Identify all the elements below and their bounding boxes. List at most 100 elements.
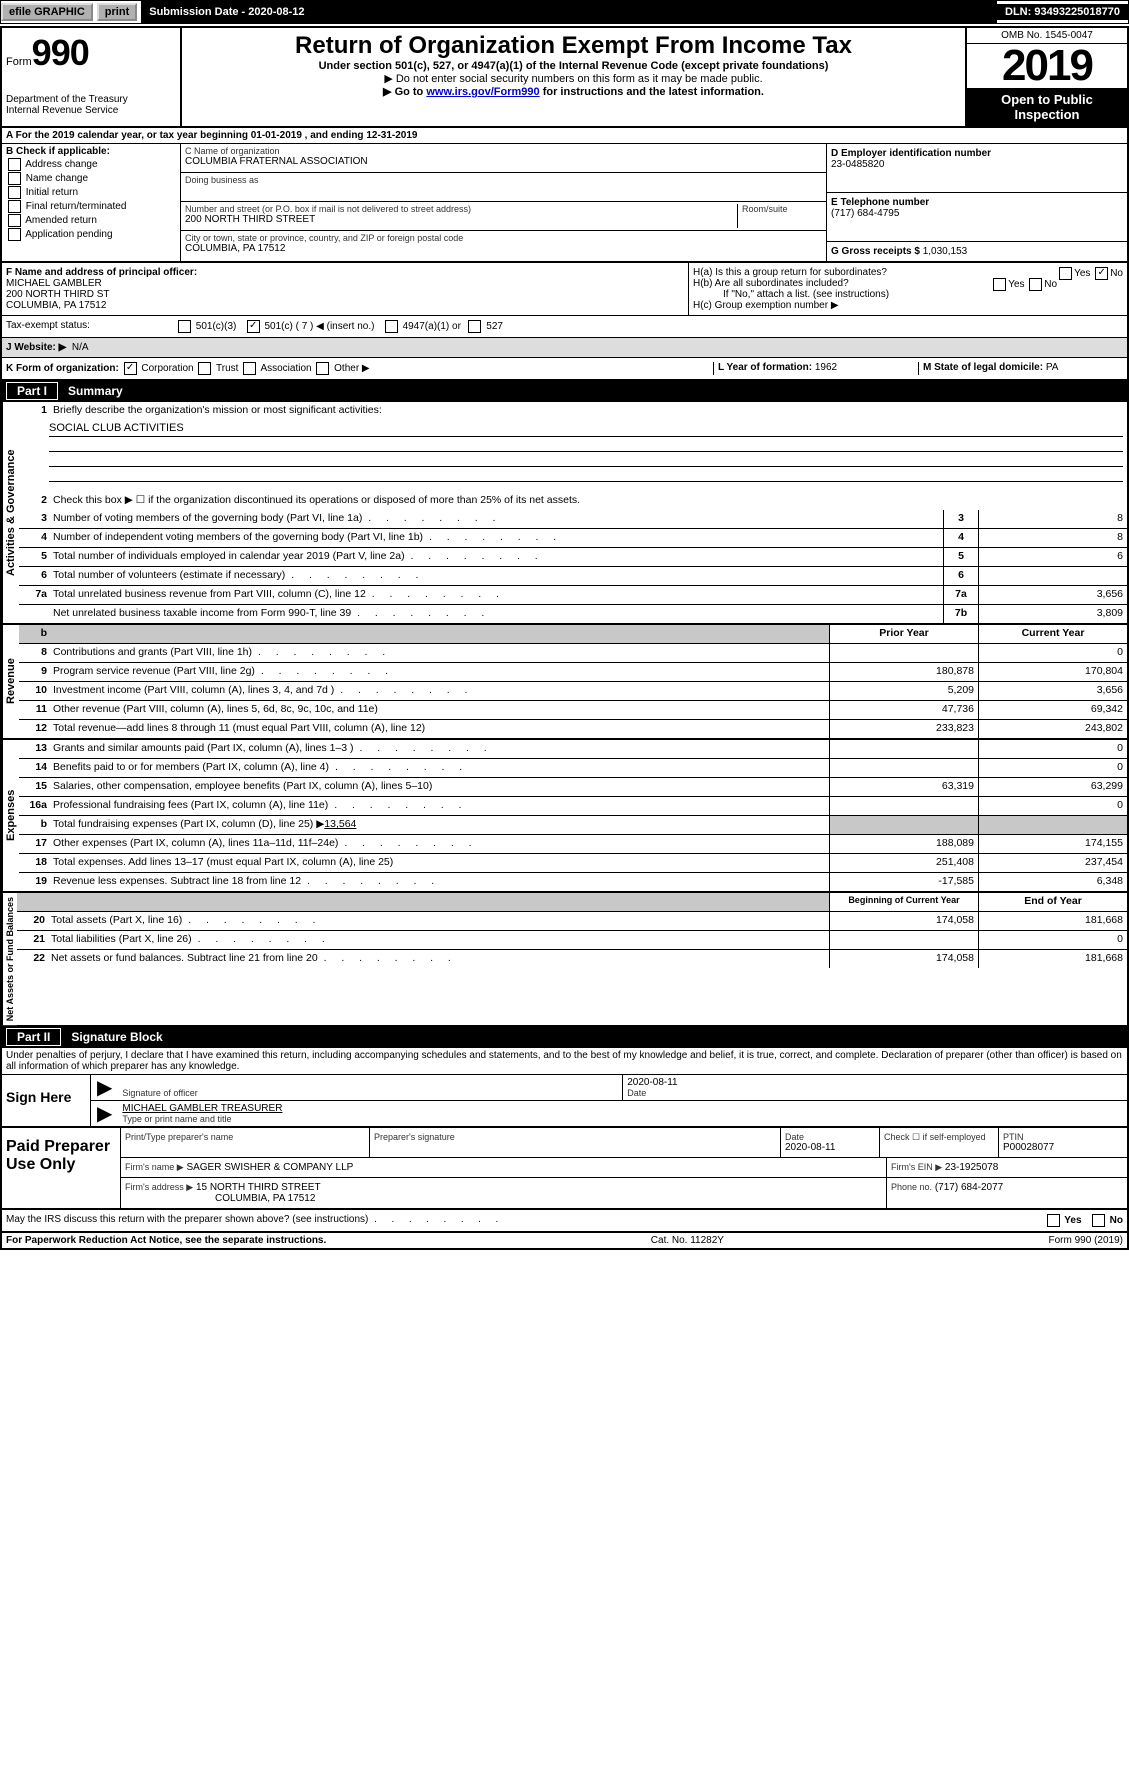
- section-l-value: 1962: [815, 362, 837, 373]
- city-label: City or town, state or province, country…: [185, 233, 822, 243]
- section-b-label: B Check if applicable:: [6, 146, 110, 157]
- row-klm: K Form of organization: ✓ Corporation Tr…: [2, 358, 1127, 380]
- section-l-label: L Year of formation:: [718, 362, 812, 373]
- q5-desc: Total number of individuals employed in …: [49, 548, 943, 566]
- gross-receipts-cell: G Gross receipts $ 1,030,153: [827, 242, 1127, 261]
- 4947-label: 4947(a)(1) or: [403, 321, 461, 332]
- street-address: 200 NORTH THIRD STREET: [185, 214, 737, 225]
- section-k-label: K Form of organization:: [6, 363, 119, 374]
- governance-section: Activities & Governance 1Briefly describ…: [2, 402, 1127, 625]
- print-button[interactable]: print: [97, 3, 137, 21]
- q21: Total liabilities (Part X, line 26): [47, 931, 829, 949]
- q2-desc: Check this box ▶ ☐ if the organization d…: [49, 492, 1127, 510]
- part1-title: Summary: [68, 384, 123, 398]
- dba-label: Doing business as: [185, 175, 822, 185]
- website-value: N/A: [72, 342, 89, 353]
- paid-preparer-block: Paid Preparer Use Only Print/Type prepar…: [2, 1126, 1127, 1210]
- top-toolbar: efile GRAPHIC print Submission Date - 20…: [0, 0, 1129, 24]
- 527-label: 527: [486, 321, 503, 332]
- row-tax-status: Tax-exempt status: 501(c)(3) ✓ 501(c) ( …: [2, 316, 1127, 338]
- form-990-number: 990: [32, 32, 89, 73]
- officer-name: MICHAEL GAMBLER: [6, 278, 102, 289]
- chk-initial-return[interactable]: Initial return: [6, 186, 176, 199]
- q20: Total assets (Part X, line 16): [47, 912, 829, 930]
- k-trust: Trust: [216, 363, 238, 374]
- part1-num: Part I: [6, 382, 58, 400]
- p18: 251,408: [829, 854, 978, 872]
- k-corp: Corporation: [141, 363, 193, 374]
- row-fgh: F Name and address of principal officer:…: [2, 263, 1127, 316]
- c18: 237,454: [978, 854, 1127, 872]
- v6: [978, 567, 1127, 585]
- org-name: COLUMBIA FRATERNAL ASSOCIATION: [185, 156, 822, 167]
- officer-printed-name-cell: MICHAEL GAMBLER TREASURER Type or print …: [118, 1101, 1127, 1126]
- header-left: Form990 Department of the Treasury Inter…: [2, 28, 182, 126]
- q4-desc: Number of independent voting members of …: [49, 529, 943, 547]
- discuss-row: May the IRS discuss this return with the…: [2, 1210, 1127, 1233]
- v7b: 3,809: [978, 605, 1127, 623]
- expenses-section: Expenses 13Grants and similar amounts pa…: [2, 740, 1127, 893]
- k-assoc: Association: [260, 363, 311, 374]
- k-other: Other ▶: [334, 363, 369, 374]
- open-public-badge: Open to Public Inspection: [967, 88, 1127, 126]
- hc-row: H(c) Group exemption number ▶: [693, 300, 1123, 311]
- q16b: Total fundraising expenses (Part IX, col…: [49, 816, 829, 834]
- section-f: F Name and address of principal officer:…: [2, 263, 689, 315]
- dba-cell: Doing business as: [181, 173, 826, 202]
- ein-label: D Employer identification number: [831, 148, 991, 159]
- q10: Investment income (Part VIII, column (A)…: [49, 682, 829, 700]
- footer-right: Form 990 (2019): [1049, 1235, 1123, 1246]
- c22: 181,668: [978, 950, 1127, 968]
- p15: 63,319: [829, 778, 978, 796]
- ein-value: 23-0485820: [831, 159, 884, 170]
- ha-row: H(a) Is this a group return for subordin…: [693, 267, 1123, 278]
- chk-final-return[interactable]: Final return/terminated: [6, 200, 176, 213]
- preparer-check-cell: Check ☐ if self-employed: [880, 1128, 999, 1157]
- efile-graphic-button[interactable]: efile GRAPHIC: [1, 3, 93, 21]
- v4: 8: [978, 529, 1127, 547]
- q11: Other revenue (Part VIII, column (A), li…: [49, 701, 829, 719]
- q17: Other expenses (Part IX, column (A), lin…: [49, 835, 829, 853]
- sidelabel-governance: Activities & Governance: [2, 402, 19, 623]
- q14: Benefits paid to or for members (Part IX…: [49, 759, 829, 777]
- chk-address-change[interactable]: Address change: [6, 158, 176, 171]
- header-middle: Return of Organization Exempt From Incom…: [182, 28, 965, 126]
- preparer-ptin-cell: PTINP00028077: [999, 1128, 1127, 1157]
- goto-prefix: ▶ Go to: [383, 86, 426, 98]
- q18: Total expenses. Add lines 13–17 (must eq…: [49, 854, 829, 872]
- footer-mid: Cat. No. 11282Y: [651, 1235, 724, 1246]
- website-label: J Website: ▶: [6, 342, 66, 353]
- street-label: Number and street (or P.O. box if mail i…: [185, 204, 737, 214]
- p16a: [829, 797, 978, 815]
- part2-header: Part II Signature Block: [2, 1026, 1127, 1048]
- c13: 0: [978, 740, 1127, 758]
- irs-form990-link[interactable]: www.irs.gov/Form990: [426, 86, 539, 98]
- current-year-hdr: Current Year: [978, 625, 1127, 643]
- sidelabel-revenue: Revenue: [2, 625, 19, 738]
- block-bcde: B Check if applicable: Address change Na…: [2, 144, 1127, 263]
- phone-cell: E Telephone number (717) 684-4795: [827, 193, 1127, 242]
- sign-here-block: Sign Here ▶ Signature of officer 2020-08…: [2, 1074, 1127, 1126]
- v7a: 3,656: [978, 586, 1127, 604]
- firm-ein-cell: Firm's EIN ▶ 23-1925078: [887, 1158, 1127, 1177]
- paid-preparer-label: Paid Preparer Use Only: [2, 1128, 121, 1208]
- chk-name-change[interactable]: Name change: [6, 172, 176, 185]
- part2-title: Signature Block: [71, 1030, 162, 1044]
- p14: [829, 759, 978, 777]
- chk-amended-return[interactable]: Amended return: [6, 214, 176, 227]
- revenue-section: Revenue bPrior YearCurrent Year 8Contrib…: [2, 625, 1127, 740]
- c21: 0: [978, 931, 1127, 949]
- c8: 0: [978, 644, 1127, 662]
- netassets-section: Net Assets or Fund Balances Beginning of…: [2, 893, 1127, 1026]
- c20: 181,668: [978, 912, 1127, 930]
- begin-year-hdr: Beginning of Current Year: [829, 893, 978, 911]
- chk-application-pending[interactable]: Application pending: [6, 228, 176, 241]
- preparer-date-cell: Date2020-08-11: [781, 1128, 880, 1157]
- header-right: OMB No. 1545-0047 2019 Open to Public In…: [965, 28, 1127, 126]
- ein-cell: D Employer identification number 23-0485…: [827, 144, 1127, 193]
- form-number: Form990: [6, 32, 176, 74]
- firm-phone-cell: Phone no. (717) 684-2077: [887, 1178, 1127, 1208]
- submission-date-bar: Submission Date - 2020-08-12: [141, 1, 312, 23]
- q19: Revenue less expenses. Subtract line 18 …: [49, 873, 829, 891]
- 501c7-label: 501(c) ( 7 ) ◀ (insert no.): [264, 321, 374, 332]
